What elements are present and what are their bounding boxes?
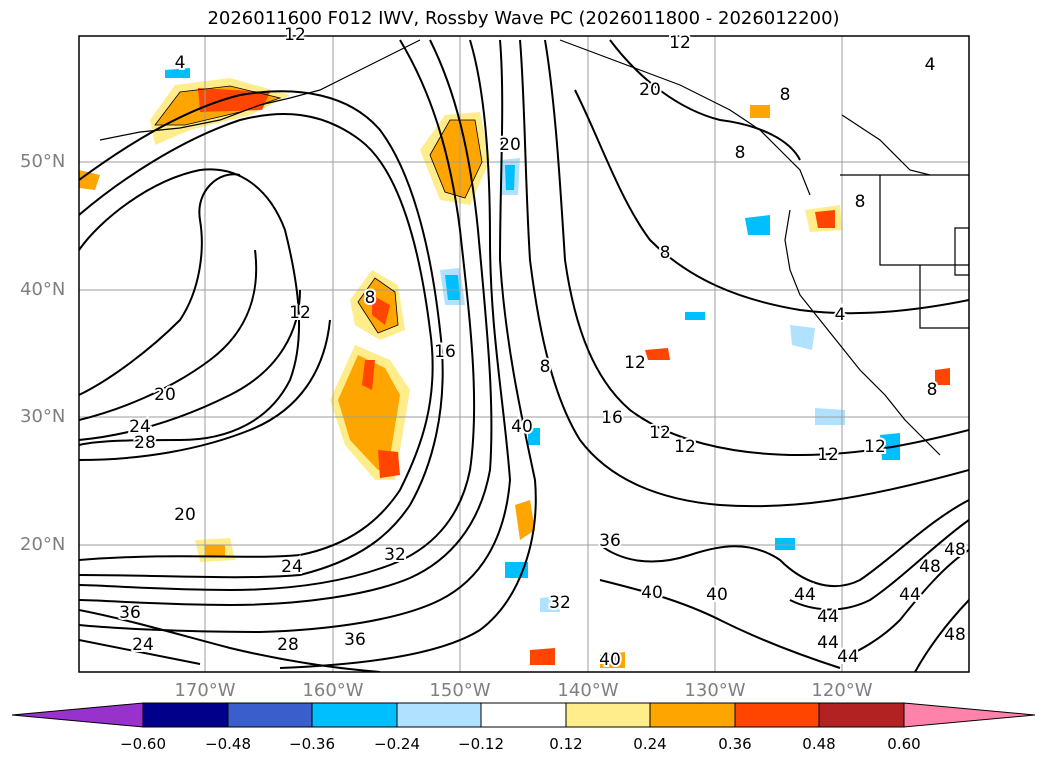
- contour-label: 12: [289, 303, 311, 323]
- lon-label-160w: 160°W: [302, 680, 364, 701]
- graticule: [79, 36, 969, 672]
- contour-label: 4: [925, 55, 936, 75]
- map-title: 2026011600 F012 IWV, Rossby Wave PC (202…: [207, 8, 840, 29]
- contour-label: 48: [944, 625, 966, 645]
- contour-label: 8: [660, 243, 671, 263]
- contour-label: 32: [384, 545, 406, 565]
- contour-label: 8: [927, 380, 938, 400]
- lon-label-120w: 120°W: [811, 680, 873, 701]
- contour-label: 16: [601, 408, 623, 428]
- colorbar-tick-7: 0.36: [718, 735, 752, 753]
- contour-label: 8: [855, 192, 866, 212]
- colorbar-tick-8: 0.48: [802, 735, 836, 753]
- contour-label: 8: [365, 288, 376, 308]
- colorbar-segment-5: [480, 702, 567, 728]
- colorbar-tick-6: 0.24: [633, 735, 667, 753]
- contour-label: 20: [174, 505, 196, 525]
- colorbar-tick-0: −0.60: [120, 735, 166, 753]
- lat-label-40n: 40°N: [20, 279, 66, 300]
- contour-label: 12: [864, 437, 886, 457]
- contour-label: 40: [641, 583, 663, 603]
- contour-label: 40: [706, 585, 728, 605]
- contour-label: 20: [499, 135, 521, 155]
- map-plot-area: [79, 36, 969, 672]
- contour-label: 36: [119, 603, 141, 623]
- colorbar-segment-0: [11, 702, 144, 728]
- contour-label: 12: [669, 33, 691, 53]
- contour-label: 20: [154, 385, 176, 405]
- colorbar-tick-5: 0.12: [549, 735, 583, 753]
- colorbar-tick-4: −0.12: [458, 735, 504, 753]
- colorbar-segment-3: [311, 702, 398, 728]
- contour-label: 12: [284, 25, 306, 45]
- contour-label: 12: [817, 445, 839, 465]
- contour-label: 8: [540, 357, 551, 377]
- colorbar-segment-2: [227, 702, 313, 728]
- contour-label: 12: [649, 423, 671, 443]
- coastlines: [99, 39, 969, 456]
- anomaly-contours: [154, 85, 483, 334]
- lat-label-30n: 30°N: [20, 406, 66, 427]
- contour-label: 36: [344, 630, 366, 650]
- colorbar-segment-4: [396, 702, 482, 728]
- map-frame: [78, 35, 970, 673]
- colorbar-segment-1: [142, 702, 229, 728]
- colorbar-tick-2: −0.36: [289, 735, 335, 753]
- lat-label-50n: 50°N: [20, 151, 66, 172]
- lat-label-20n: 20°N: [20, 534, 66, 555]
- contour-label: 44: [817, 633, 839, 653]
- lon-label-130w: 130°W: [684, 680, 746, 701]
- lon-label-150w: 150°W: [429, 680, 491, 701]
- contour-label: 40: [599, 650, 621, 670]
- contour-label: 8: [735, 143, 746, 163]
- contour-label: 40: [511, 417, 533, 437]
- contour-label: 32: [549, 593, 571, 613]
- contour-label: 44: [794, 585, 816, 605]
- colorbar-tick-9: 0.60: [887, 735, 921, 753]
- contour-label: 16: [434, 342, 456, 362]
- contour-label: 24: [129, 417, 151, 437]
- contour-label: 28: [134, 433, 156, 453]
- colorbar-tick-3: −0.24: [374, 735, 420, 753]
- colorbar-segment-7: [649, 702, 736, 728]
- colorbar-segment-10: [903, 702, 1036, 728]
- iwv-contours: [79, 39, 969, 672]
- contour-label: 44: [817, 607, 839, 627]
- colorbar-tick-1: −0.48: [205, 735, 251, 753]
- contour-label: 12: [624, 353, 646, 373]
- contour-label: 4: [835, 305, 846, 325]
- contour-label: 12: [674, 437, 696, 457]
- contour-label: 8: [780, 85, 791, 105]
- contour-label: 48: [919, 557, 941, 577]
- contour-label: 24: [281, 557, 303, 577]
- lon-label-140w: 140°W: [557, 680, 619, 701]
- contour-label: 36: [599, 531, 621, 551]
- colorbar: [11, 702, 1036, 728]
- contour-label: 20: [639, 80, 661, 100]
- contour-label: 24: [132, 635, 154, 655]
- lon-label-170w: 170°W: [174, 680, 236, 701]
- contour-label: 44: [899, 585, 921, 605]
- contour-label: 4: [175, 53, 186, 73]
- colorbar-segment-8: [734, 702, 820, 728]
- contour-label: 44: [837, 647, 859, 667]
- contour-label: 28: [277, 635, 299, 655]
- contour-label: 48: [944, 540, 966, 560]
- colorbar-segment-9: [818, 702, 905, 728]
- colorbar-segment-6: [565, 702, 651, 728]
